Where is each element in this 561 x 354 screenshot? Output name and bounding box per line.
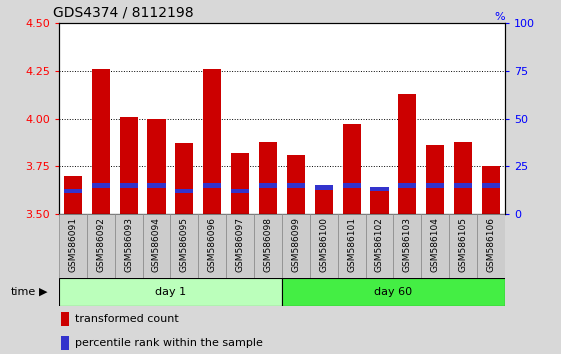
Bar: [370, 187, 389, 214]
Bar: [114, 214, 142, 278]
Text: transformed count: transformed count: [75, 314, 178, 324]
Bar: [398, 94, 416, 214]
Bar: [454, 183, 472, 188]
Bar: [310, 214, 338, 278]
Text: ▶: ▶: [39, 287, 48, 297]
Bar: [449, 214, 477, 278]
Bar: [87, 214, 114, 278]
Bar: [148, 183, 165, 188]
Text: GSM586095: GSM586095: [180, 217, 189, 272]
Bar: [59, 214, 87, 278]
Text: GSM586098: GSM586098: [264, 217, 273, 272]
Bar: [398, 183, 416, 188]
Bar: [64, 176, 82, 214]
Bar: [59, 278, 282, 306]
Text: day 1: day 1: [155, 287, 186, 297]
Text: GSM586101: GSM586101: [347, 217, 356, 272]
Bar: [259, 142, 277, 214]
Bar: [454, 142, 472, 214]
Bar: [148, 119, 165, 214]
Text: GSM586100: GSM586100: [319, 217, 328, 272]
Bar: [119, 117, 137, 214]
Bar: [370, 187, 389, 192]
Bar: [226, 214, 254, 278]
Text: GSM586106: GSM586106: [486, 217, 495, 272]
Bar: [287, 183, 305, 188]
Bar: [175, 189, 194, 193]
Text: GSM586091: GSM586091: [68, 217, 77, 272]
Text: percentile rank within the sample: percentile rank within the sample: [75, 338, 263, 348]
Bar: [421, 214, 449, 278]
Bar: [259, 183, 277, 188]
Text: GSM586099: GSM586099: [291, 217, 300, 272]
Bar: [482, 166, 500, 214]
Bar: [343, 124, 361, 214]
Bar: [426, 145, 444, 214]
Text: GSM586097: GSM586097: [236, 217, 245, 272]
Bar: [282, 278, 505, 306]
Bar: [171, 214, 198, 278]
Bar: [366, 214, 393, 278]
Bar: [315, 185, 333, 189]
Bar: [61, 312, 69, 326]
Bar: [393, 214, 421, 278]
Bar: [231, 153, 249, 214]
Bar: [91, 183, 110, 188]
Bar: [203, 183, 221, 188]
Bar: [338, 214, 366, 278]
Bar: [315, 187, 333, 214]
Bar: [343, 183, 361, 188]
Text: GSM586102: GSM586102: [375, 217, 384, 272]
Bar: [203, 69, 221, 214]
Text: GSM586105: GSM586105: [458, 217, 467, 272]
Bar: [198, 214, 226, 278]
Bar: [482, 183, 500, 188]
Bar: [61, 336, 69, 350]
Text: GSM586096: GSM586096: [208, 217, 217, 272]
Text: GSM586103: GSM586103: [403, 217, 412, 272]
Text: GSM586093: GSM586093: [124, 217, 133, 272]
Text: time: time: [11, 287, 36, 297]
Text: GDS4374 / 8112198: GDS4374 / 8112198: [53, 5, 194, 19]
Text: %: %: [494, 12, 505, 22]
Text: GSM586092: GSM586092: [96, 217, 105, 272]
Text: GSM586094: GSM586094: [152, 217, 161, 272]
Bar: [142, 214, 171, 278]
Bar: [119, 183, 137, 188]
Bar: [91, 69, 110, 214]
Text: GSM586104: GSM586104: [431, 217, 440, 272]
Text: day 60: day 60: [374, 287, 412, 297]
Bar: [64, 189, 82, 193]
Bar: [231, 189, 249, 193]
Bar: [254, 214, 282, 278]
Bar: [477, 214, 505, 278]
Bar: [287, 155, 305, 214]
Bar: [426, 183, 444, 188]
Bar: [175, 143, 194, 214]
Bar: [282, 214, 310, 278]
